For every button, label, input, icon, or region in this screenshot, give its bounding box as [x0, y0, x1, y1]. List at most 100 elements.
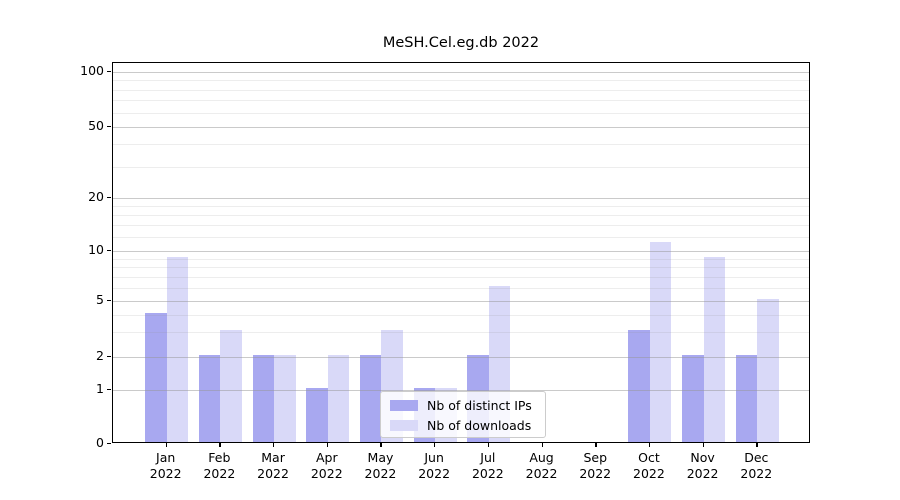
y-tick-label-5: 5 [96, 292, 104, 307]
x-tick-label-year: 2022 [740, 465, 773, 481]
x-tick-label-year: 2022 [310, 465, 343, 481]
bar-oct-distinct-ips [628, 330, 650, 442]
x-tick-label-year: 2022 [471, 465, 504, 481]
gridline-major [113, 198, 809, 199]
x-tick [434, 443, 436, 447]
legend-label-downloads: Nb of downloads [427, 417, 532, 433]
x-tick-label-year: 2022 [579, 465, 612, 481]
gridline-minor [113, 89, 809, 91]
x-tick-label-year: 2022 [525, 465, 558, 481]
bar-jan-distinct-ips [145, 312, 167, 442]
plot-area [112, 62, 810, 443]
gridline-minor [113, 215, 809, 217]
gridline-major [113, 72, 809, 73]
bar-nov-distinct-ips [682, 355, 704, 442]
x-tick-label-year: 2022 [149, 465, 182, 481]
gridline-major [113, 127, 809, 128]
bar-mar-downloads [274, 355, 296, 442]
x-tick-label-may: May 2022 [345, 450, 415, 481]
x-tick-label-month: Jun [424, 450, 444, 465]
gridline-minor [113, 206, 809, 208]
x-tick-label-month: Nov [690, 450, 715, 465]
x-tick-label-mar: Mar 2022 [238, 450, 308, 481]
gridline-minor [113, 100, 809, 102]
legend-row-downloads: Nb of downloads [390, 417, 537, 433]
legend-swatch-downloads [390, 419, 418, 431]
x-tick-label-month: May [367, 450, 394, 465]
x-tick-label-jan: Jan 2022 [131, 450, 201, 481]
gridline-minor [113, 144, 809, 146]
bar-oct-downloads [649, 241, 672, 442]
bar-mar-distinct-ips [252, 355, 275, 442]
chart-title: MeSH.Cel.eg.db 2022 [382, 35, 540, 51]
bar-feb-downloads [220, 330, 242, 442]
y-tick-label-10: 10 [88, 242, 104, 257]
y-tick [106, 356, 111, 358]
x-tick-label-month: Sep [583, 450, 607, 465]
x-tick-label-year: 2022 [257, 465, 289, 481]
y-tick [106, 126, 111, 128]
y-tick [106, 443, 111, 445]
x-tick [273, 443, 275, 447]
gridline-major [113, 251, 809, 252]
x-tick-label-year: 2022 [203, 465, 236, 481]
x-tick-label-nov: Nov 2022 [668, 450, 738, 481]
x-tick-label-year: 2022 [633, 465, 665, 481]
y-tick-label-20: 20 [88, 189, 104, 204]
y-tick-label-0: 0 [96, 435, 104, 450]
x-tick-label-apr: Apr 2022 [292, 450, 362, 481]
x-tick [165, 443, 167, 447]
y-tick-label-1: 1 [96, 381, 104, 396]
y-tick-label-2: 2 [96, 348, 104, 363]
x-tick [756, 443, 758, 447]
x-tick-label-month: Apr [315, 450, 338, 465]
y-tick [106, 250, 111, 252]
bar-dec-distinct-ips [735, 355, 758, 442]
x-tick [326, 443, 329, 447]
x-tick-label-year: 2022 [364, 465, 397, 481]
y-tick [106, 389, 111, 391]
gridline-minor [113, 225, 809, 227]
y-tick-label-100: 100 [80, 63, 104, 78]
x-tick [702, 443, 704, 447]
x-tick-label-month: Mar [261, 450, 285, 465]
gridline-minor [113, 166, 809, 168]
x-tick-label-month: Aug [529, 450, 554, 465]
x-tick-label-month: Oct [638, 450, 660, 465]
legend-label-distinct-ips: Nb of distinct IPs [427, 397, 532, 413]
bar-apr-distinct-ips [306, 388, 328, 442]
x-tick [595, 443, 597, 447]
gridline-minor [113, 80, 809, 82]
x-tick [487, 443, 490, 447]
x-tick [648, 443, 651, 447]
x-tick-label-oct: Oct 2022 [614, 450, 684, 481]
bar-may-distinct-ips [359, 355, 382, 442]
x-tick [541, 443, 543, 447]
gridline-minor [113, 237, 809, 239]
x-tick [380, 443, 382, 447]
x-tick-label-year: 2022 [686, 465, 719, 481]
legend-row-distinct-ips: Nb of distinct IPs [390, 397, 537, 413]
x-tick-label-jul: Jul 2022 [453, 450, 523, 481]
bar-apr-downloads [327, 355, 350, 442]
x-tick [219, 443, 221, 447]
y-tick [106, 197, 111, 199]
x-tick-label-month: Dec [744, 450, 769, 465]
y-tick-label-50: 50 [88, 118, 104, 133]
bar-nov-downloads [703, 256, 726, 442]
x-tick-label-jun: Jun 2022 [399, 450, 469, 481]
legend: Nb of distinct IPs Nb of downloads [380, 391, 546, 438]
bar-jan-downloads [166, 256, 189, 442]
x-tick-label-month: Feb [208, 450, 231, 465]
x-tick-label-dec: Dec 2022 [721, 450, 791, 481]
gridline-minor [113, 112, 809, 114]
legend-swatch-distinct-ips [390, 399, 418, 411]
x-tick-label-year: 2022 [418, 465, 451, 481]
x-tick-label-aug: Aug 2022 [507, 450, 577, 481]
x-tick-label-feb: Feb 2022 [184, 450, 254, 481]
bar-dec-downloads [757, 299, 779, 442]
y-tick [106, 300, 111, 302]
x-tick-label-month: Jan [156, 450, 176, 465]
x-tick-label-month: Jul [480, 450, 496, 465]
